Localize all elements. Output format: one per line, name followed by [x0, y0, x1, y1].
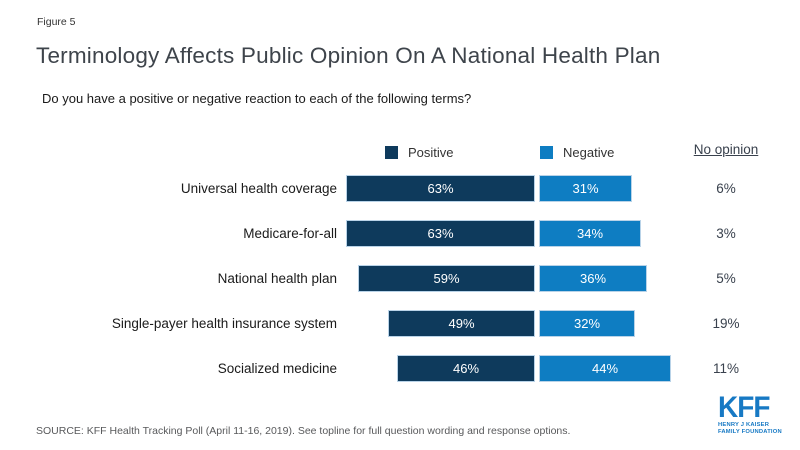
- chart-row: Medicare-for-all 63% 34% 3%: [0, 211, 800, 256]
- no-opinion-column-header: No opinion: [693, 142, 759, 157]
- legend-item-negative: Negative: [540, 144, 614, 160]
- positive-swatch-icon: [385, 145, 398, 159]
- no-opinion-value: 5%: [716, 271, 736, 286]
- category-label: National health plan: [217, 271, 337, 286]
- positive-bar: 63%: [346, 175, 535, 202]
- positive-bar: 59%: [358, 265, 535, 292]
- no-opinion-value: 6%: [716, 181, 736, 196]
- kff-logo: KFF HENRY J KAISER FAMILY FOUNDATION: [718, 390, 782, 436]
- figure-label: Figure 5: [37, 16, 76, 28]
- no-opinion-value: 19%: [712, 316, 740, 331]
- kff-logo-subtitle-line1: HENRY J KAISER: [718, 421, 770, 428]
- negative-swatch-icon: [540, 145, 553, 159]
- no-opinion-value: 3%: [716, 226, 736, 241]
- source-note: SOURCE: KFF Health Tracking Poll (April …: [36, 425, 571, 437]
- positive-bar: 46%: [397, 355, 535, 382]
- kff-logo-subtitle-line2: FAMILY FOUNDATION: [718, 428, 782, 435]
- chart-row: Universal health coverage 63% 31% 6%: [0, 166, 800, 211]
- category-label: Medicare-for-all: [243, 226, 337, 241]
- negative-bar: 31%: [539, 175, 632, 202]
- page-title: Terminology Affects Public Opinion On A …: [36, 43, 661, 68]
- legend-label-negative: Negative: [563, 144, 615, 160]
- negative-bar: 44%: [539, 355, 671, 382]
- negative-bar: 36%: [539, 265, 647, 292]
- category-label: Socialized medicine: [217, 361, 337, 376]
- negative-bar: 34%: [539, 220, 641, 247]
- kff-logo-text: KFF: [718, 390, 770, 424]
- chart-question-subtitle: Do you have a positive or negative react…: [42, 91, 472, 106]
- chart-row: Single-payer health insurance system 49% 3…: [0, 301, 800, 346]
- chart-row: Socialized medicine 46% 44% 11%: [0, 346, 800, 391]
- no-opinion-value: 11%: [712, 361, 740, 376]
- legend-label-positive: Positive: [408, 144, 454, 160]
- chart-row: National health plan 59% 36% 5%: [0, 256, 800, 301]
- positive-bar: 49%: [388, 310, 535, 337]
- category-label: Single-payer health insurance system: [111, 316, 337, 331]
- negative-bar: 32%: [539, 310, 635, 337]
- legend-item-positive: Positive: [385, 144, 454, 160]
- category-label: Universal health coverage: [180, 181, 337, 196]
- positive-bar: 63%: [346, 220, 535, 247]
- bar-chart: Universal health coverage 63% 31% 6% Medicar…: [0, 166, 800, 391]
